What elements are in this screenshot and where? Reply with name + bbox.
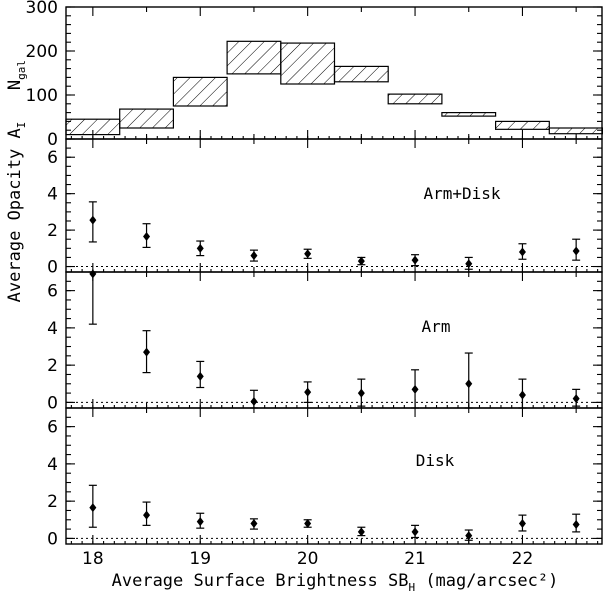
histogram-bin <box>226 40 282 75</box>
x-tick-label: 20 <box>297 549 319 569</box>
y-tick-label: 200 <box>26 42 58 62</box>
data-point <box>357 388 365 398</box>
x-tick-label: 18 <box>82 549 104 569</box>
y-tick-label: 2 <box>47 221 58 241</box>
opacity-ylabel: Average Opacity AI <box>5 122 28 303</box>
arm-panel: 0 2 4 6 Arm <box>47 269 603 413</box>
y-tick-label: 2 <box>47 356 58 376</box>
y-tick-label: 0 <box>47 130 58 150</box>
histogram-ylabel: Ngal <box>5 60 28 90</box>
y-tick-label: 300 <box>26 0 58 18</box>
arm-disk-panel: 0 2 4 6 Arm+Disk <box>47 138 603 278</box>
y-tick-label: 6 <box>47 282 58 302</box>
data-point <box>518 519 526 529</box>
data-point <box>304 519 312 529</box>
disk-panel: 0 2 4 6 Disk 18 19 20 21 22 <box>47 407 603 569</box>
data-point <box>357 527 365 537</box>
histogram-bin <box>387 93 443 105</box>
y-tick-label: 0 <box>47 393 58 413</box>
y-tick-label: 6 <box>47 418 58 438</box>
histogram-bin <box>333 65 389 83</box>
data-point <box>411 384 419 394</box>
data-point <box>411 255 419 265</box>
data-point <box>465 531 473 541</box>
data-point <box>465 379 473 389</box>
x-tick-label: 22 <box>512 549 534 569</box>
panel-label: Arm+Disk <box>423 184 500 203</box>
y-tick-label: 6 <box>47 148 58 168</box>
y-tick-label: 0 <box>47 529 58 549</box>
data-point <box>143 510 151 520</box>
histogram-bin <box>65 118 121 136</box>
y-tick-label: 4 <box>47 319 58 339</box>
histogram-bin <box>548 127 603 135</box>
data-point <box>89 503 97 513</box>
y-tick-label: 4 <box>47 185 58 205</box>
y-tick-label: 0 <box>47 258 58 278</box>
data-point <box>304 249 312 259</box>
data-point <box>89 215 97 225</box>
x-axis-label: Average Surface Brightness SBH (mag/arcs… <box>112 571 559 594</box>
histogram-panel: 0 100 200 300 <box>26 0 603 150</box>
data-point <box>518 247 526 257</box>
data-point <box>518 390 526 400</box>
histogram-bin <box>441 111 497 117</box>
histogram-bin <box>495 120 550 130</box>
histogram-bin <box>172 76 228 107</box>
data-point <box>411 527 419 537</box>
panel-label: Disk <box>416 451 455 470</box>
data-point <box>250 396 258 406</box>
panel-frame <box>65 407 603 545</box>
data-point <box>250 251 258 261</box>
data-point <box>250 519 258 529</box>
y-tick-label: 4 <box>47 455 58 475</box>
data-point <box>196 517 204 527</box>
x-tick-label: 21 <box>404 549 426 569</box>
data-point <box>196 371 204 381</box>
y-tick-label: 2 <box>47 492 58 512</box>
data-point <box>143 231 151 241</box>
data-point <box>572 246 580 256</box>
y-tick-label: 100 <box>26 86 58 106</box>
data-point <box>572 519 580 529</box>
histogram-bin <box>280 42 336 85</box>
data-point <box>572 394 580 404</box>
data-point <box>196 243 204 253</box>
data-point <box>304 387 312 397</box>
data-point <box>357 256 365 266</box>
data-point <box>89 269 97 279</box>
data-point <box>465 259 473 269</box>
data-point <box>143 347 151 357</box>
histogram-bin <box>119 108 174 129</box>
x-tick-label: 19 <box>189 549 211 569</box>
panel-label: Arm <box>422 317 451 336</box>
